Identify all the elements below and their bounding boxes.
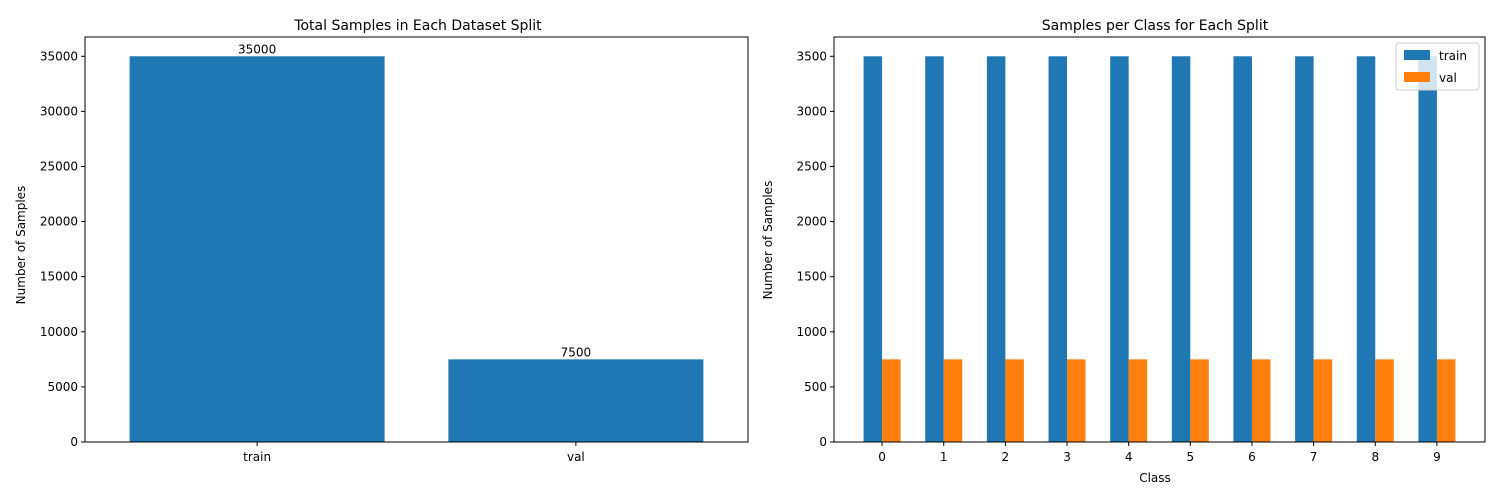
y-tick-label-35000: 35000 xyxy=(40,49,78,63)
chart-title: Total Samples in Each Dataset Split xyxy=(293,18,542,34)
bars xyxy=(129,56,704,443)
x-tick-label-9: 9 xyxy=(1433,450,1441,464)
axis-ticks: 0 1 2 3 4 5 6 7 8 9 0 500 1000 1500 2000 2500 3000 3500 xyxy=(796,49,1440,464)
axis-ticks: train val 0 5000 10000 15000 20000 25000 30000 35… xyxy=(40,49,585,464)
x-tick-label-1: 1 xyxy=(940,450,948,464)
data-label-train: 35000 xyxy=(238,42,276,56)
chart-title: Samples per Class for Each Split xyxy=(1042,18,1269,34)
y-tick-label-3500: 3500 xyxy=(796,49,827,63)
legend-swatch-val xyxy=(1404,72,1430,82)
y-tick-label-30000: 30000 xyxy=(40,104,78,118)
x-tick-label-train: train xyxy=(243,450,271,464)
legend: train val xyxy=(1395,42,1480,91)
x-tick-label-3: 3 xyxy=(1063,450,1071,464)
bar-train-class-5 xyxy=(1171,56,1191,443)
y-tick-label-15000: 15000 xyxy=(40,270,78,284)
x-tick-label-0: 0 xyxy=(878,450,886,464)
y-axis-label: Number of Samples xyxy=(14,186,28,305)
bar-train xyxy=(129,56,385,443)
x-tick-label-4: 4 xyxy=(1125,450,1133,464)
bar-val-class-8 xyxy=(1375,359,1394,442)
bar-train-class-4 xyxy=(1110,56,1129,443)
y-tick-label-2000: 2000 xyxy=(796,215,827,229)
y-tick-label-1500: 1500 xyxy=(796,270,827,284)
total-samples-chart: Total Samples in Each Dataset Split Numb… xyxy=(14,18,749,464)
bar-val-class-9 xyxy=(1436,359,1456,442)
bar-train-class-1 xyxy=(925,56,944,443)
bars xyxy=(863,56,1456,443)
samples-per-class-chart: Samples per Class for Each Split Number … xyxy=(761,18,1486,485)
y-tick-label-5000: 5000 xyxy=(47,380,78,394)
y-tick-label-25000: 25000 xyxy=(40,159,78,173)
x-axis-label: Class xyxy=(1139,471,1171,485)
y-tick-label-0: 0 xyxy=(819,435,827,449)
x-tick-label-val: val xyxy=(567,450,585,464)
y-tick-label-10000: 10000 xyxy=(40,325,78,339)
y-tick-label-1000: 1000 xyxy=(796,325,827,339)
y-tick-label-3000: 3000 xyxy=(796,104,827,118)
data-label-val: 7500 xyxy=(561,345,592,359)
legend-swatch-train xyxy=(1404,50,1430,60)
plot-frame xyxy=(84,36,749,443)
y-tick-label-20000: 20000 xyxy=(40,215,78,229)
bar-val-class-7 xyxy=(1313,359,1333,442)
bar-val-class-2 xyxy=(1005,359,1024,442)
bar-val-class-3 xyxy=(1067,359,1086,442)
plot-frame xyxy=(833,36,1486,443)
y-axis-label: Number of Samples xyxy=(761,181,775,300)
bar-val-class-1 xyxy=(943,359,963,442)
legend-label-val: val xyxy=(1439,71,1457,85)
bar-train-class-2 xyxy=(986,56,1006,443)
bar-val-class-5 xyxy=(1190,359,1209,442)
x-tick-label-8: 8 xyxy=(1371,450,1379,464)
bar-train-class-7 xyxy=(1295,56,1314,443)
bar-val-class-4 xyxy=(1128,359,1148,442)
bar-train-class-9 xyxy=(1418,56,1437,443)
bar-val-class-6 xyxy=(1251,359,1271,442)
x-tick-label-6: 6 xyxy=(1248,450,1256,464)
x-tick-label-5: 5 xyxy=(1187,450,1195,464)
bar-val xyxy=(448,359,704,442)
y-tick-label-2500: 2500 xyxy=(796,159,827,173)
bar-train-class-8 xyxy=(1356,56,1376,443)
bar-val-class-0 xyxy=(882,359,901,442)
data-labels: 35000 7500 xyxy=(238,42,591,359)
x-tick-label-2: 2 xyxy=(1002,450,1010,464)
y-tick-label-500: 500 xyxy=(804,380,827,394)
bar-train-class-3 xyxy=(1048,56,1068,443)
bar-train-class-0 xyxy=(863,56,883,443)
x-tick-label-7: 7 xyxy=(1310,450,1318,464)
y-tick-label-0: 0 xyxy=(70,435,78,449)
legend-label-train: train xyxy=(1439,49,1467,63)
bar-train-class-6 xyxy=(1233,56,1252,443)
